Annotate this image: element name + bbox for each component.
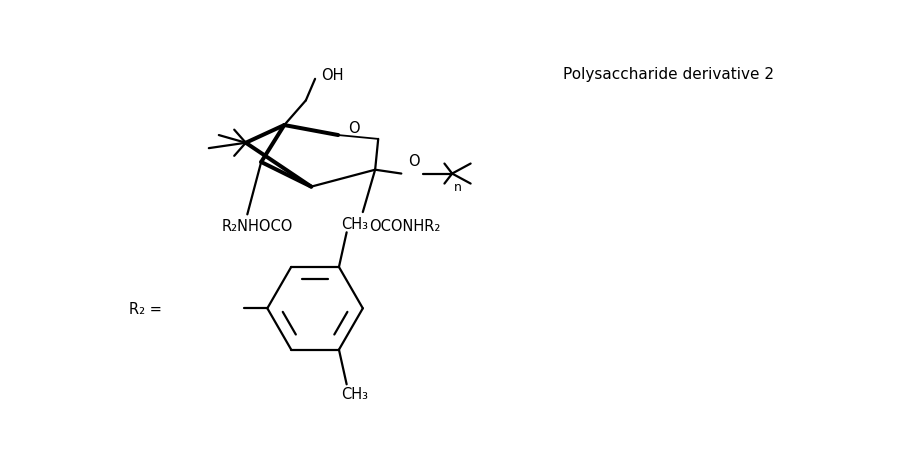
Text: O: O: [348, 121, 359, 135]
Text: CH₃: CH₃: [341, 386, 368, 401]
Text: OCONHR₂: OCONHR₂: [369, 218, 441, 233]
Text: n: n: [454, 181, 462, 194]
Text: R₂ =: R₂ =: [129, 301, 161, 316]
Text: OH: OH: [321, 68, 343, 83]
Text: O: O: [408, 154, 420, 168]
Text: CH₃: CH₃: [341, 216, 368, 231]
Text: Polysaccharide derivative 2: Polysaccharide derivative 2: [563, 67, 774, 82]
Text: R₂NHOCO: R₂NHOCO: [221, 219, 293, 234]
